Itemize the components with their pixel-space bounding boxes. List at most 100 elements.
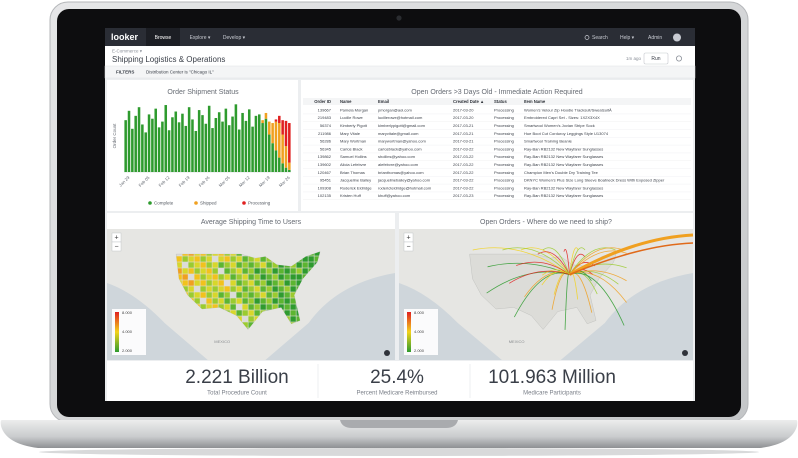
heat-cell xyxy=(212,274,218,280)
heat-cell xyxy=(242,286,248,292)
heat-cell xyxy=(242,280,248,286)
heat-cell xyxy=(230,304,236,310)
nav-item[interactable]: Develop ▾ xyxy=(223,35,246,41)
heat-cell xyxy=(224,286,230,292)
bar-segment xyxy=(268,121,271,135)
column-header[interactable]: Name xyxy=(340,99,352,104)
column-header[interactable]: Order ID xyxy=(314,99,331,104)
heat-cell xyxy=(236,292,242,298)
table-cell: Roderick Eldridge xyxy=(340,185,372,190)
heat-cell xyxy=(278,292,284,298)
heat-cell xyxy=(296,316,302,322)
camera xyxy=(396,15,402,21)
heat-cell xyxy=(266,286,272,292)
run-button[interactable] xyxy=(643,52,669,65)
heat-cell xyxy=(254,298,260,304)
heat-cell xyxy=(284,310,290,316)
zoom-out-button[interactable] xyxy=(111,241,122,252)
table-cell: Embroidered Capri Set - Sizes: 1X2X3X4X xyxy=(524,115,600,120)
table-cell: 120467 xyxy=(318,170,332,175)
table-cell: 2017-03-22 xyxy=(453,154,474,159)
heat-cell xyxy=(188,262,194,268)
table-cell: brianthomas@yahoo.com xyxy=(378,170,424,175)
column-header[interactable]: Created Date ▲ xyxy=(453,99,484,104)
route-overseas xyxy=(569,242,694,276)
table-cell: Processing xyxy=(494,193,514,198)
zoom-in-label[interactable]: + xyxy=(114,235,118,242)
heat-cell xyxy=(206,298,212,304)
bar-segment xyxy=(237,129,241,172)
table-cell: shollins@yahoo.com xyxy=(378,154,416,159)
heat-cell xyxy=(248,322,254,328)
breadcrumb[interactable]: E-Commerce ▾ xyxy=(112,49,143,54)
heat-cell xyxy=(176,262,182,268)
heat-cell xyxy=(278,274,284,280)
settings-icon[interactable] xyxy=(676,55,683,62)
column-header[interactable]: Status xyxy=(494,99,507,104)
table-cell: 2017-03-20 xyxy=(453,115,474,120)
bar-segment xyxy=(231,116,234,172)
heat-cell xyxy=(200,304,206,310)
heat-cell xyxy=(224,256,230,262)
heat-cell xyxy=(212,292,218,298)
info-icon[interactable] xyxy=(384,350,390,356)
chart-title: Order Shipment Status xyxy=(167,89,239,96)
table-cell: Mary Wortman xyxy=(340,139,366,144)
table-cell: Samuel Hollins xyxy=(340,154,367,159)
bar-segment xyxy=(271,123,274,144)
table-header-bg xyxy=(303,98,691,105)
heat-cell xyxy=(230,286,236,292)
bar-segment xyxy=(197,110,201,172)
bar-segment xyxy=(211,128,214,172)
heat-cell xyxy=(260,256,266,262)
route-overseas xyxy=(568,233,694,276)
nav-right-item[interactable]: Search xyxy=(592,35,608,41)
nav-item[interactable]: Explore ▾ xyxy=(190,35,211,41)
heat-cell xyxy=(254,262,260,268)
user-avatar[interactable] xyxy=(673,33,681,42)
zoom-out-button[interactable] xyxy=(403,241,414,252)
bar-segment xyxy=(244,120,248,172)
filters-label[interactable]: FILTERS xyxy=(116,69,134,74)
heat-cell xyxy=(272,262,278,268)
nav-right-item[interactable]: Admin xyxy=(648,35,662,41)
bar-segment xyxy=(264,118,268,172)
heat-cell xyxy=(224,304,230,310)
legend-label: Processing xyxy=(248,200,271,205)
heat-cell xyxy=(230,262,236,268)
column-header[interactable]: Email xyxy=(378,99,389,104)
heat-cell xyxy=(290,274,296,280)
heat-cell xyxy=(254,268,260,274)
heat-cell xyxy=(206,262,212,268)
table-cell: 56286 xyxy=(320,139,332,144)
zoom-out-label[interactable]: − xyxy=(114,243,118,250)
table-cell: 211986 xyxy=(318,131,332,136)
heat-cell xyxy=(254,304,260,310)
nav-right-item[interactable]: Help ▾ xyxy=(620,35,635,41)
bar-segment xyxy=(221,121,224,172)
nav-item[interactable]: Browse xyxy=(155,35,172,41)
table-cell: 95451 xyxy=(320,178,332,183)
heat-cell xyxy=(266,280,272,286)
bar-segment xyxy=(171,117,174,172)
table-cell: Processing xyxy=(494,185,514,190)
route-line xyxy=(542,247,570,275)
heat-cell xyxy=(266,262,272,268)
heat-cell xyxy=(242,262,248,268)
kpi-row xyxy=(107,361,693,401)
column-header[interactable]: Item Name xyxy=(524,99,546,104)
route-line xyxy=(569,272,625,326)
heat-cell xyxy=(254,280,260,286)
zoom-in-label[interactable]: + xyxy=(406,235,410,242)
bar-segment xyxy=(214,118,218,172)
heat-cell xyxy=(188,256,194,262)
heat-cell xyxy=(182,286,188,292)
heat-cell xyxy=(242,292,248,298)
info-icon[interactable] xyxy=(682,350,688,356)
table-cell: Smartwool Training Beanie xyxy=(524,139,573,144)
nav-active-tab xyxy=(146,28,180,46)
heat-cell xyxy=(308,262,314,268)
run-label[interactable]: Run xyxy=(651,56,660,62)
zoom-out-label[interactable]: − xyxy=(406,243,410,250)
table-cell: 2017-03-22 xyxy=(453,185,474,190)
